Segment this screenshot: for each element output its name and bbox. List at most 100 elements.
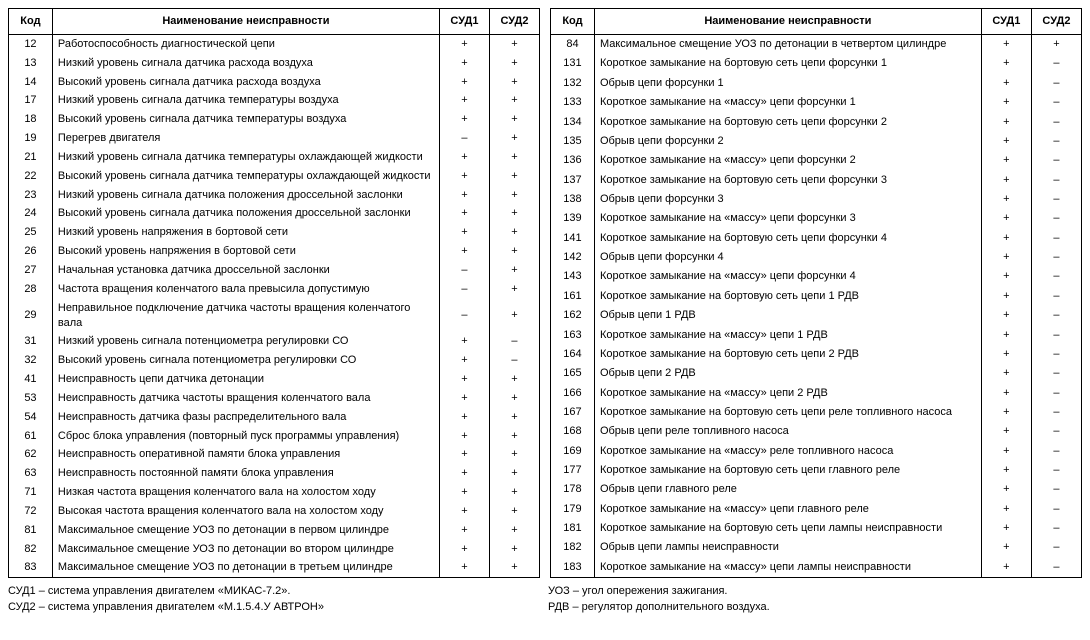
cell-sud1: + bbox=[981, 34, 1031, 54]
cell-sud2: – bbox=[489, 351, 539, 370]
cell-name: Короткое замыкание на бортовую сеть цепи… bbox=[594, 228, 981, 247]
cell-name: Максимальное смещение УОЗ по детонации в… bbox=[52, 558, 439, 577]
cell-code: 143 bbox=[551, 267, 595, 286]
cell-code: 24 bbox=[9, 204, 53, 223]
cell-code: 53 bbox=[9, 389, 53, 408]
cell-sud2: + bbox=[489, 223, 539, 242]
cell-code: 179 bbox=[551, 499, 595, 518]
cell-name: Неисправность цепи датчика детонации bbox=[52, 370, 439, 389]
cell-name: Максимальное смещение УОЗ по детонации в… bbox=[52, 521, 439, 540]
cell-sud1: + bbox=[981, 209, 1031, 228]
cell-name: Низкий уровень сигнала потенциометра рег… bbox=[52, 332, 439, 351]
cell-name: Низкий уровень сигнала датчика положения… bbox=[52, 186, 439, 205]
table-row: 165Обрыв цепи 2 РДВ+– bbox=[551, 364, 1082, 383]
cell-code: 12 bbox=[9, 34, 53, 53]
cell-sud2: + bbox=[489, 502, 539, 521]
cell-sud1: + bbox=[981, 558, 1031, 578]
cell-code: 133 bbox=[551, 93, 595, 112]
cell-sud1: + bbox=[981, 287, 1031, 306]
cell-sud1: + bbox=[981, 403, 1031, 422]
cell-sud2: + bbox=[489, 427, 539, 446]
th-name: Наименование неисправности bbox=[52, 9, 439, 35]
cell-sud1: + bbox=[439, 427, 489, 446]
cell-sud1: + bbox=[439, 148, 489, 167]
cell-sud2: – bbox=[489, 332, 539, 351]
cell-code: 26 bbox=[9, 242, 53, 261]
cell-code: 63 bbox=[9, 464, 53, 483]
cell-sud1: + bbox=[439, 204, 489, 223]
cell-sud2: – bbox=[1031, 170, 1081, 189]
cell-sud1: + bbox=[981, 267, 1031, 286]
th-sud2: СУД2 bbox=[1031, 9, 1081, 35]
cell-sud2: + bbox=[489, 299, 539, 333]
cell-name: Низкий уровень сигнала датчика температу… bbox=[52, 148, 439, 167]
cell-sud1: + bbox=[439, 389, 489, 408]
cell-sud1: + bbox=[439, 91, 489, 110]
table-row: 167Короткое замыкание на бортовую сеть ц… bbox=[551, 403, 1082, 422]
cell-name: Высокая частота вращения коленчатого вал… bbox=[52, 502, 439, 521]
table-row: 82Максимальное смещение УОЗ по детонации… bbox=[9, 540, 540, 559]
cell-sud1: + bbox=[981, 519, 1031, 538]
cell-sud2: + bbox=[489, 261, 539, 280]
cell-code: 62 bbox=[9, 445, 53, 464]
table-row: 13Низкий уровень сигнала датчика расхода… bbox=[9, 54, 540, 73]
cell-code: 137 bbox=[551, 170, 595, 189]
cell-code: 166 bbox=[551, 383, 595, 402]
cell-name: Сброс блока управления (повторный пуск п… bbox=[52, 427, 439, 446]
cell-sud2: + bbox=[489, 408, 539, 427]
cell-sud2: + bbox=[489, 73, 539, 92]
cell-code: 164 bbox=[551, 345, 595, 364]
cell-code: 169 bbox=[551, 441, 595, 460]
table-row: 25Низкий уровень напряжения в бортовой с… bbox=[9, 223, 540, 242]
cell-sud1: + bbox=[439, 558, 489, 577]
cell-sud2: – bbox=[1031, 461, 1081, 480]
table-row: 63Неисправность постоянной памяти блока … bbox=[9, 464, 540, 483]
cell-name: Максимальное смещение УОЗ по детонации в… bbox=[52, 540, 439, 559]
cell-code: 142 bbox=[551, 248, 595, 267]
cell-name: Высокий уровень сигнала датчика положени… bbox=[52, 204, 439, 223]
cell-code: 25 bbox=[9, 223, 53, 242]
cell-name: Обрыв цепи форсунки 4 bbox=[594, 248, 981, 267]
cell-sud1: + bbox=[439, 110, 489, 129]
cell-code: 136 bbox=[551, 151, 595, 170]
cell-sud2: + bbox=[489, 521, 539, 540]
cell-name: Работоспособность диагностической цепи bbox=[52, 34, 439, 53]
cell-code: 162 bbox=[551, 306, 595, 325]
cell-sud1: + bbox=[981, 112, 1031, 131]
cell-code: 32 bbox=[9, 351, 53, 370]
cell-sud1: + bbox=[981, 461, 1031, 480]
cell-sud1: + bbox=[439, 370, 489, 389]
fault-table-right: Код Наименование неисправности СУД1 СУД2… bbox=[550, 8, 1082, 578]
cell-sud2: + bbox=[489, 34, 539, 53]
cell-sud2: – bbox=[1031, 306, 1081, 325]
cell-code: 19 bbox=[9, 129, 53, 148]
cell-code: 21 bbox=[9, 148, 53, 167]
cell-code: 83 bbox=[9, 558, 53, 577]
table-row: 136Короткое замыкание на «массу» цепи фо… bbox=[551, 151, 1082, 170]
cell-name: Неисправность датчика фазы распределител… bbox=[52, 408, 439, 427]
cell-name: Низкая частота вращения коленчатого вала… bbox=[52, 483, 439, 502]
cell-sud1: + bbox=[439, 34, 489, 53]
table-row: 61Сброс блока управления (повторный пуск… bbox=[9, 427, 540, 446]
table-row: 71Низкая частота вращения коленчатого ва… bbox=[9, 483, 540, 502]
cell-sud1: + bbox=[981, 151, 1031, 170]
cell-code: 82 bbox=[9, 540, 53, 559]
th-code: Код bbox=[551, 9, 595, 35]
cell-name: Высокий уровень напряжения в бортовой се… bbox=[52, 242, 439, 261]
table-row: 134Короткое замыкание на бортовую сеть ц… bbox=[551, 112, 1082, 131]
cell-sud1: + bbox=[981, 499, 1031, 518]
cell-sud1: + bbox=[439, 73, 489, 92]
cell-code: 141 bbox=[551, 228, 595, 247]
table-row: 28Частота вращения коленчатого вала прев… bbox=[9, 280, 540, 299]
cell-code: 54 bbox=[9, 408, 53, 427]
table-row: 142Обрыв цепи форсунки 4+– bbox=[551, 248, 1082, 267]
cell-code: 14 bbox=[9, 73, 53, 92]
cell-name: Короткое замыкание на «массу» реле топли… bbox=[594, 441, 981, 460]
cell-sud2: – bbox=[1031, 538, 1081, 557]
cell-sud1: + bbox=[981, 422, 1031, 441]
cell-name: Короткое замыкание на «массу» цепи форсу… bbox=[594, 267, 981, 286]
cell-sud2: – bbox=[1031, 112, 1081, 131]
footnotes: СУД1 – система управления двигателем «МИ… bbox=[8, 584, 1082, 615]
cell-code: 22 bbox=[9, 167, 53, 186]
th-sud2: СУД2 bbox=[489, 9, 539, 35]
